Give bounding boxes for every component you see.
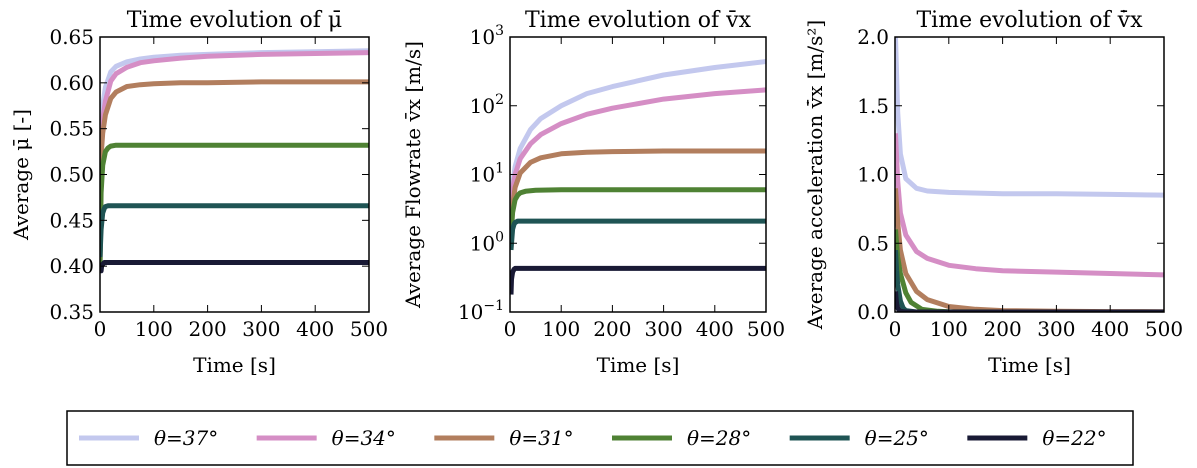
series-group — [895, 37, 1164, 312]
y-tick-label: 0.55 — [49, 117, 94, 141]
x-tick-label: 0 — [504, 317, 517, 341]
y-tick-label: 0.50 — [49, 163, 94, 187]
chart-panel-3: 0 100 200 300 400 500 0.0 0.5 1.0 1.5 2.0 Time evol… — [803, 8, 1183, 377]
y-tick-label-base: 10 — [470, 94, 495, 118]
chart-title: Time evolution of μ̄ — [127, 8, 342, 33]
series-line-θ=28° — [100, 142, 369, 267]
legend-item: θ=22° — [967, 426, 1107, 450]
series-line-θ=37° — [895, 37, 1164, 198]
chart-panel-1: 0 100 200 300 400 500 0.35 0.40 0.45 0.50 0.55 0.60… — [9, 8, 388, 377]
y-tick-label-base: 10 — [470, 163, 495, 187]
y-axis-label: Average acceleration v̄̇x [m/s²] — [803, 20, 827, 330]
series-line-θ=25° — [100, 203, 369, 258]
y-tick-label: 103 — [470, 23, 504, 49]
legend-label: θ=22° — [1042, 426, 1106, 450]
series-line-θ=25° — [510, 218, 766, 251]
x-axis-label: Time [s] — [988, 353, 1071, 377]
y-tick-label-exponent: 2 — [495, 92, 504, 108]
x-tick-label: 300 — [242, 317, 280, 341]
y-tick-label-exponent: 1 — [495, 161, 504, 177]
y-tick-label-base: 10 — [470, 231, 495, 255]
legend-item: θ=28° — [612, 426, 751, 450]
y-tick-label: 2.0 — [857, 25, 889, 49]
x-tick-label: 500 — [747, 317, 785, 341]
x-tick-label: 400 — [1091, 317, 1129, 341]
series-line-θ=22° — [100, 260, 369, 274]
chart-title: Time evolution of v̄̇x — [917, 8, 1144, 33]
y-tick-label: 10−1 — [458, 298, 504, 324]
series-line-θ=28° — [510, 187, 766, 238]
series-line-θ=34° — [895, 133, 1164, 278]
x-tick-label: 300 — [1037, 317, 1075, 341]
series-line-θ=31° — [510, 148, 766, 232]
x-tick-label: 200 — [189, 317, 227, 341]
y-tick-label: 1.0 — [857, 163, 889, 187]
legend-item: θ=37° — [79, 426, 218, 450]
y-tick-label: 100 — [470, 229, 504, 255]
y-tick-label: 0.60 — [49, 71, 94, 95]
series-line-θ=25° — [895, 249, 1164, 312]
x-tick-label: 300 — [645, 317, 683, 341]
x-axis-label: Time [s] — [597, 353, 680, 377]
x-tick-label: 500 — [350, 317, 388, 341]
y-tick-label: 0.5 — [857, 231, 889, 255]
chart-title: Time evolution of v̄x — [525, 8, 752, 33]
y-tick-label-exponent: 3 — [495, 23, 504, 39]
legend-label: θ=31° — [509, 426, 573, 450]
legend-item: θ=34° — [256, 426, 396, 450]
x-tick-label: 400 — [296, 317, 334, 341]
x-tick-label: 400 — [696, 317, 734, 341]
legend-label: θ=25° — [865, 426, 929, 450]
y-tick-label-exponent: −1 — [483, 298, 504, 314]
y-tick-label: 0.35 — [49, 300, 94, 324]
legend-label: θ=37° — [154, 426, 218, 450]
y-tick-label: 101 — [470, 161, 504, 187]
x-axis-label: Time [s] — [193, 353, 276, 377]
series-line-θ=22° — [510, 265, 766, 295]
y-axis-label: Average Flowrate v̄x [m/s] — [401, 41, 425, 309]
series-group — [100, 48, 369, 274]
series-line-θ=31° — [895, 188, 1164, 312]
legend: θ=37° θ=34° θ=31° θ=28° θ=25° θ=22° — [66, 410, 1134, 466]
series-line-θ=31° — [100, 79, 369, 267]
y-tick-label: 1.5 — [857, 94, 889, 118]
x-tick-label: 100 — [135, 317, 173, 341]
legend-label: θ=34° — [332, 426, 396, 450]
x-tick-label: 100 — [542, 317, 580, 341]
x-tick-label: 0 — [889, 317, 902, 341]
legend-item: θ=31° — [434, 426, 574, 450]
y-tick-label-base: 10 — [470, 25, 495, 49]
series-group — [510, 59, 766, 295]
legend-item: θ=25° — [789, 426, 929, 450]
y-tick-label: 102 — [470, 92, 504, 118]
y-tick-label-base: 10 — [458, 300, 483, 324]
x-tick-label: 0 — [94, 317, 107, 341]
y-tick-label: 0.45 — [49, 208, 94, 232]
y-tick-label: 0.0 — [857, 300, 889, 324]
series-line-θ=34° — [510, 87, 766, 217]
legend-label: θ=28° — [687, 426, 751, 450]
y-axis-label: Average μ̄ [-] — [9, 109, 33, 241]
legend-box — [66, 410, 1134, 466]
x-tick-label: 200 — [593, 317, 631, 341]
x-tick-label: 200 — [984, 317, 1022, 341]
y-tick-label-exponent: 0 — [495, 229, 504, 245]
x-tick-label: 500 — [1145, 317, 1183, 341]
axes-frame — [99, 36, 370, 313]
x-tick-label: 100 — [930, 317, 968, 341]
y-tick-label: 0.65 — [49, 25, 94, 49]
y-tick-label: 0.40 — [49, 254, 94, 278]
